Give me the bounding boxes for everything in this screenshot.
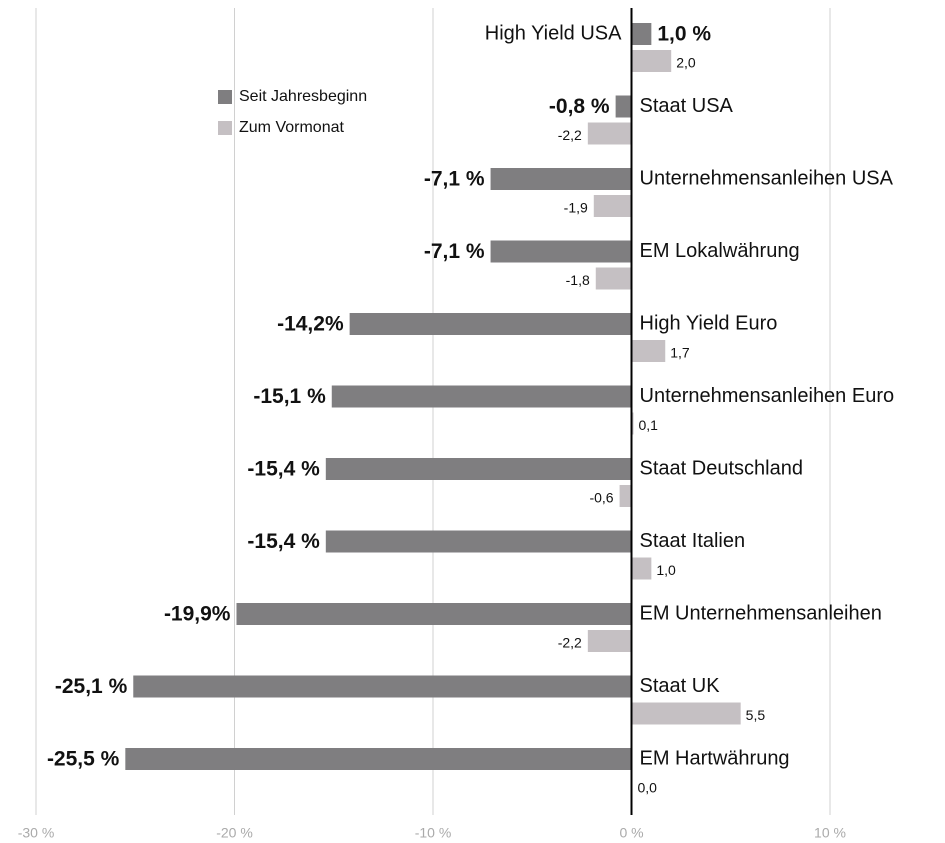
bar [631,557,652,580]
bar [587,122,632,145]
data-label: -15,1 % [253,385,326,408]
category-label: High Yield Euro [640,312,778,334]
bar [133,675,632,698]
bar [349,313,632,335]
data-label: -1,8 [566,272,590,288]
bar [125,748,632,770]
x-tick-label: -30 % [18,825,55,841]
bar [331,385,632,408]
legend-label: Seit Jahresbeginn [239,88,367,105]
bar [631,50,672,72]
data-label: -25,5 % [47,748,120,771]
category-label: Unternehmensanleihen USA [640,167,894,189]
data-label: -14,2% [277,313,344,336]
data-label: 1,7 [670,345,690,361]
data-label: 2,0 [676,55,696,71]
data-label: -2,2 [558,635,582,651]
data-label: 1,0 % [657,23,711,46]
legend-swatch [218,90,232,104]
category-label: Staat UK [640,675,721,697]
data-label: -15,4 % [247,530,320,553]
x-tick-label: 0 % [619,825,643,841]
x-tick-label: -10 % [415,825,452,841]
category-label: EM Hartwährung [640,747,790,769]
category-label: Staat Deutschland [640,457,803,479]
data-label: -25,1 % [55,675,128,698]
data-label: -2,2 [558,127,582,143]
x-tick-label: -20 % [216,825,253,841]
category-label: Staat Italien [640,530,746,552]
data-label: 1,0 [656,562,676,578]
bar [587,630,632,652]
category-label: High Yield USA [485,22,622,44]
legend-swatch [218,121,232,135]
bar [325,458,632,480]
bar [619,485,632,507]
category-label: Staat USA [640,95,734,117]
category-label: EM Unternehmensanleihen [640,602,882,624]
data-label: -19,9% [164,603,231,626]
bar [490,168,632,190]
data-label: -15,4 % [247,458,320,481]
data-label: 0,1 [638,417,658,433]
data-label: -0,6 [589,490,613,506]
data-label: 5,5 [746,707,766,723]
bar [631,23,652,45]
data-label: -1,9 [564,200,588,216]
bar [490,240,632,263]
data-label: -7,1 % [424,168,485,191]
x-tick-label: 10 % [814,825,846,841]
legend-label: Zum Vormonat [239,119,344,136]
bar [631,340,666,362]
bar [615,95,632,118]
category-label: Unternehmensanleihen Euro [640,385,895,407]
bar [595,267,632,290]
bar [631,702,741,725]
data-label: -0,8 % [549,95,610,118]
data-label: 0,0 [638,780,658,796]
bar [325,530,632,553]
bar [593,195,632,217]
category-label: EM Lokalwährung [640,240,800,262]
data-label: -7,1 % [424,240,485,263]
bar [236,603,632,625]
